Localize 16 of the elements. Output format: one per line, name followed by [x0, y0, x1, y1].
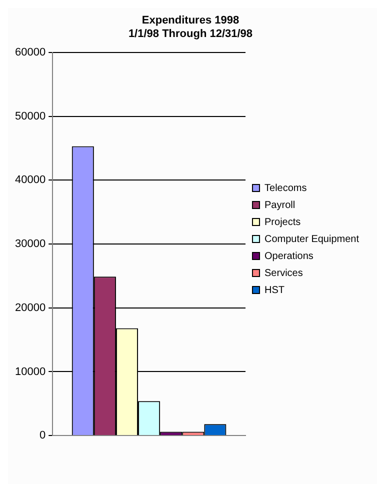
- legend-label: HST: [264, 284, 285, 296]
- y-tick-label: 0: [39, 430, 46, 442]
- y-tick-label: 60000: [14, 46, 46, 58]
- chart-title: Expenditures 1998: [142, 14, 240, 27]
- y-tick-label: 30000: [14, 238, 46, 250]
- legend-label: Telecoms: [264, 182, 307, 194]
- legend-label: Computer Equipment: [264, 234, 360, 245]
- y-tick-label: 10000: [14, 366, 46, 378]
- chart-subtitle: 1/1/98 Through 12/31/98: [128, 28, 253, 40]
- y-tick-label: 40000: [14, 174, 46, 186]
- y-tick-label: 20000: [14, 302, 46, 314]
- legend-label: Projects: [264, 216, 301, 228]
- legend-label: Services: [264, 268, 303, 279]
- legend-label: Operations: [264, 250, 314, 262]
- y-tick-label: 50000: [14, 110, 46, 122]
- legend-label: Payroll: [264, 200, 296, 211]
